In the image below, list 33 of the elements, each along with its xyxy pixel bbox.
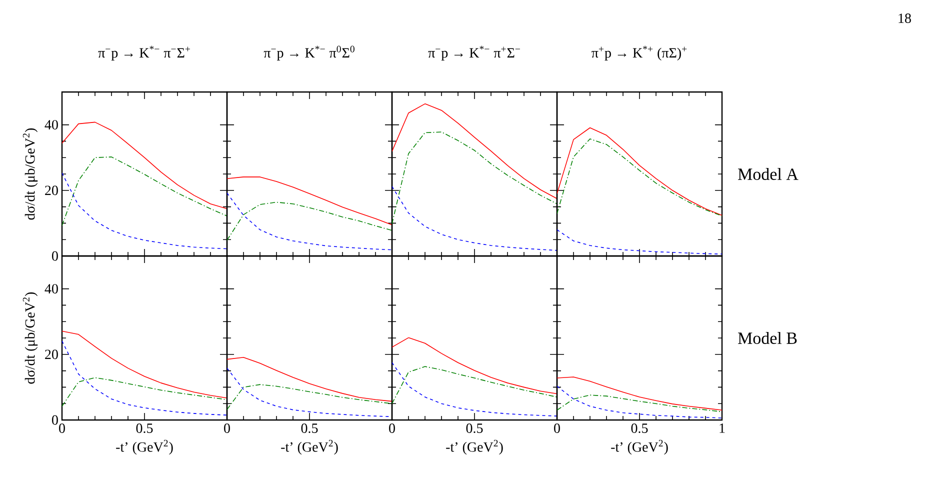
x-tick-label: 1 (720, 424, 725, 433)
y-tick-label: 0 (52, 251, 58, 261)
x-axis-title: -t’ (GeV$^{2}$) (611, 440, 668, 455)
y-axis-title: dσ/dt (μb/GeV$^{2}$) (22, 292, 38, 384)
x-tick-label: 0 (224, 424, 230, 433)
line-series (62, 122, 227, 210)
x-axis-title: -t’ (GeV$^{2}$) (116, 440, 173, 455)
chart-title: π$^{−}$p → K$^{*−}$ π$^{0}$Σ$^{0}$ (264, 46, 354, 60)
line-series (62, 340, 227, 416)
x-tick-label: 0 (554, 424, 560, 433)
x-tick-label: 0.5 (301, 424, 318, 434)
y-tick-label: 40 (44, 120, 58, 130)
x-axis-title: -t’ (GeV$^{2}$) (446, 440, 503, 455)
line-series (62, 330, 227, 398)
y-tick-label: 0 (52, 415, 58, 425)
chart-title: π$^{−}$p → K$^{*−}$ π$^{−}$Σ$^{+}$ (98, 46, 190, 60)
y-axis-title: dσ/dt (μb/GeV$^{2}$) (22, 128, 38, 220)
x-tick-label: 0 (59, 424, 65, 433)
text: Model B (738, 332, 797, 344)
line-series (62, 156, 227, 226)
chart-title: π$^{+}$p → K$^{*+}$ (πΣ)$^{+}$ (592, 46, 687, 60)
y-tick-label: 20 (45, 186, 58, 196)
y-tick-label: 20 (45, 350, 58, 360)
line-series (62, 172, 227, 250)
y-tick-label: 40 (44, 284, 58, 294)
text: 18 (898, 14, 911, 23)
x-tick-label: 0.5 (136, 424, 153, 434)
x-tick-label: 0.5 (466, 424, 483, 434)
chart-title: π$^{−}$p → K$^{*−}$ π$^{+}$Σ$^{−}$ (428, 46, 520, 60)
x-tick-label: 0.5 (631, 424, 648, 434)
x-tick-label: 0 (389, 424, 395, 433)
x-axis-title: -t’ (GeV$^{2}$) (281, 440, 338, 455)
text: Model A (738, 168, 798, 180)
